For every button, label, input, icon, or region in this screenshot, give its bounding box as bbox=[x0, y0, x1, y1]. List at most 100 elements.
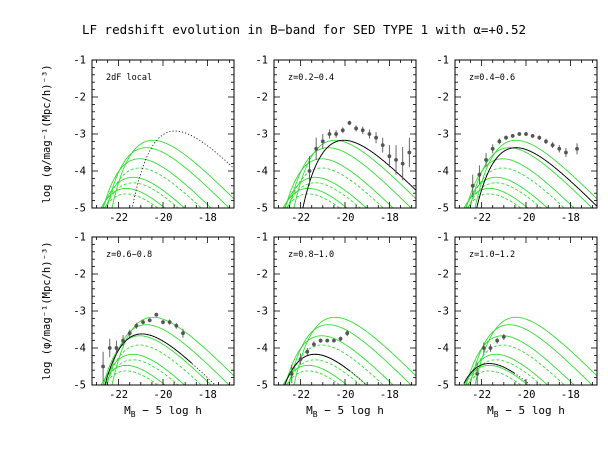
model-curve bbox=[102, 335, 212, 385]
data-point bbox=[504, 135, 508, 140]
model-curve bbox=[288, 147, 412, 208]
x-tick-label: -18 bbox=[561, 389, 580, 401]
model-curve bbox=[465, 335, 575, 385]
y-tick-label: -5 bbox=[436, 380, 449, 392]
model-curve bbox=[474, 316, 597, 385]
data-point bbox=[307, 169, 312, 173]
data-point bbox=[475, 372, 480, 376]
data-point bbox=[497, 139, 502, 144]
model-curve bbox=[102, 158, 212, 208]
y-tick-label: -3 bbox=[255, 306, 268, 318]
x-tick-label: -20 bbox=[154, 389, 173, 401]
data-point bbox=[298, 357, 303, 361]
data-point bbox=[289, 372, 294, 376]
y-tick-label: -4 bbox=[255, 343, 268, 355]
data-point bbox=[387, 154, 392, 159]
model-curve bbox=[474, 139, 597, 208]
model-curve bbox=[466, 193, 522, 208]
y-tick-label: -4 bbox=[73, 166, 86, 178]
y-tick-label: -5 bbox=[73, 203, 86, 215]
data-point bbox=[524, 132, 528, 136]
data-point bbox=[121, 338, 125, 343]
data-point bbox=[347, 121, 352, 125]
data-point bbox=[380, 143, 385, 148]
model-curve bbox=[285, 370, 341, 385]
data-point bbox=[501, 335, 506, 339]
data-point bbox=[340, 128, 345, 133]
x-axis-label: MB − 5 log h bbox=[306, 404, 384, 419]
data-point bbox=[354, 126, 358, 131]
data-point bbox=[127, 331, 132, 336]
model-curve bbox=[111, 316, 234, 385]
model-curve bbox=[103, 370, 159, 385]
x-tick-label: -22 bbox=[472, 389, 491, 401]
x-tick-label: -18 bbox=[561, 212, 580, 224]
data-point bbox=[510, 133, 515, 138]
solid-fit-curve bbox=[284, 353, 350, 385]
data-point bbox=[495, 338, 500, 343]
y-tick-label: -1 bbox=[73, 232, 86, 244]
y-tick-label: -5 bbox=[73, 380, 86, 392]
data-point bbox=[338, 336, 343, 341]
dotted-fit-curve bbox=[476, 147, 597, 208]
data-point bbox=[141, 320, 145, 324]
data-point bbox=[161, 320, 165, 324]
data-point bbox=[488, 346, 493, 350]
model-curve bbox=[284, 335, 394, 385]
y-tick-label: -2 bbox=[436, 92, 449, 104]
data-point bbox=[564, 150, 568, 155]
data-point bbox=[477, 172, 482, 177]
data-point bbox=[174, 323, 179, 328]
y-tick-label: -3 bbox=[255, 129, 268, 141]
panel-2: -22 -20 -18 -5 -4 -3 -2 -1 z=0.2−0.4 bbox=[255, 55, 417, 224]
y-tick-label: -5 bbox=[255, 380, 268, 392]
data-point bbox=[101, 364, 105, 369]
panel-plot-area bbox=[282, 120, 416, 208]
panel-label: z=0.8−1.0 bbox=[288, 250, 334, 260]
model-curve bbox=[111, 139, 234, 208]
data-point bbox=[557, 146, 562, 151]
model-curve bbox=[469, 324, 593, 385]
x-tick-label: -20 bbox=[336, 389, 355, 401]
data-point bbox=[367, 132, 372, 136]
y-tick-label: -1 bbox=[436, 232, 449, 244]
data-point bbox=[314, 146, 319, 151]
y-tick-label: -3 bbox=[73, 129, 86, 141]
data-point bbox=[360, 128, 365, 133]
panel-plot-area bbox=[463, 316, 597, 385]
panel-plot-area bbox=[282, 316, 416, 385]
solid-fit-curve bbox=[463, 363, 516, 384]
data-point bbox=[407, 150, 412, 155]
data-point bbox=[327, 132, 332, 136]
panel-plot-area bbox=[463, 132, 597, 208]
data-point bbox=[575, 146, 579, 151]
panel-label: 2dF local bbox=[106, 73, 152, 83]
y-tick-label: -2 bbox=[255, 269, 268, 281]
model-curve bbox=[104, 182, 179, 208]
data-point bbox=[312, 342, 316, 347]
y-tick-label: -3 bbox=[73, 306, 86, 318]
x-tick-label: -22 bbox=[291, 212, 310, 224]
y-tick-label: -1 bbox=[255, 232, 268, 244]
panel-4: -22 -20 -18 -5 -4 -3 -2 -1 z=0.6−0.8 bbox=[73, 232, 235, 401]
y-tick-label: -3 bbox=[436, 306, 449, 318]
data-point bbox=[181, 331, 185, 336]
x-tick-label: -18 bbox=[380, 389, 399, 401]
model-curve bbox=[469, 147, 593, 208]
y-tick-label: -2 bbox=[73, 92, 86, 104]
data-point bbox=[107, 346, 112, 350]
model-curve bbox=[286, 359, 361, 385]
y-axis-label: log (φ/mag⁻¹(Mpc/h)⁻³) bbox=[41, 241, 53, 380]
x-tick-label: -22 bbox=[109, 389, 128, 401]
y-tick-label: -1 bbox=[73, 55, 86, 67]
data-point bbox=[114, 346, 119, 350]
model-curve bbox=[293, 316, 416, 385]
model-curve bbox=[284, 158, 394, 208]
y-tick-label: -5 bbox=[255, 203, 268, 215]
panel-label: z=0.4−0.6 bbox=[469, 73, 515, 83]
y-tick-label: -1 bbox=[436, 55, 449, 67]
figure-title: LF redshift evolution in B−band for SED … bbox=[81, 22, 526, 37]
y-tick-label: -2 bbox=[73, 269, 86, 281]
